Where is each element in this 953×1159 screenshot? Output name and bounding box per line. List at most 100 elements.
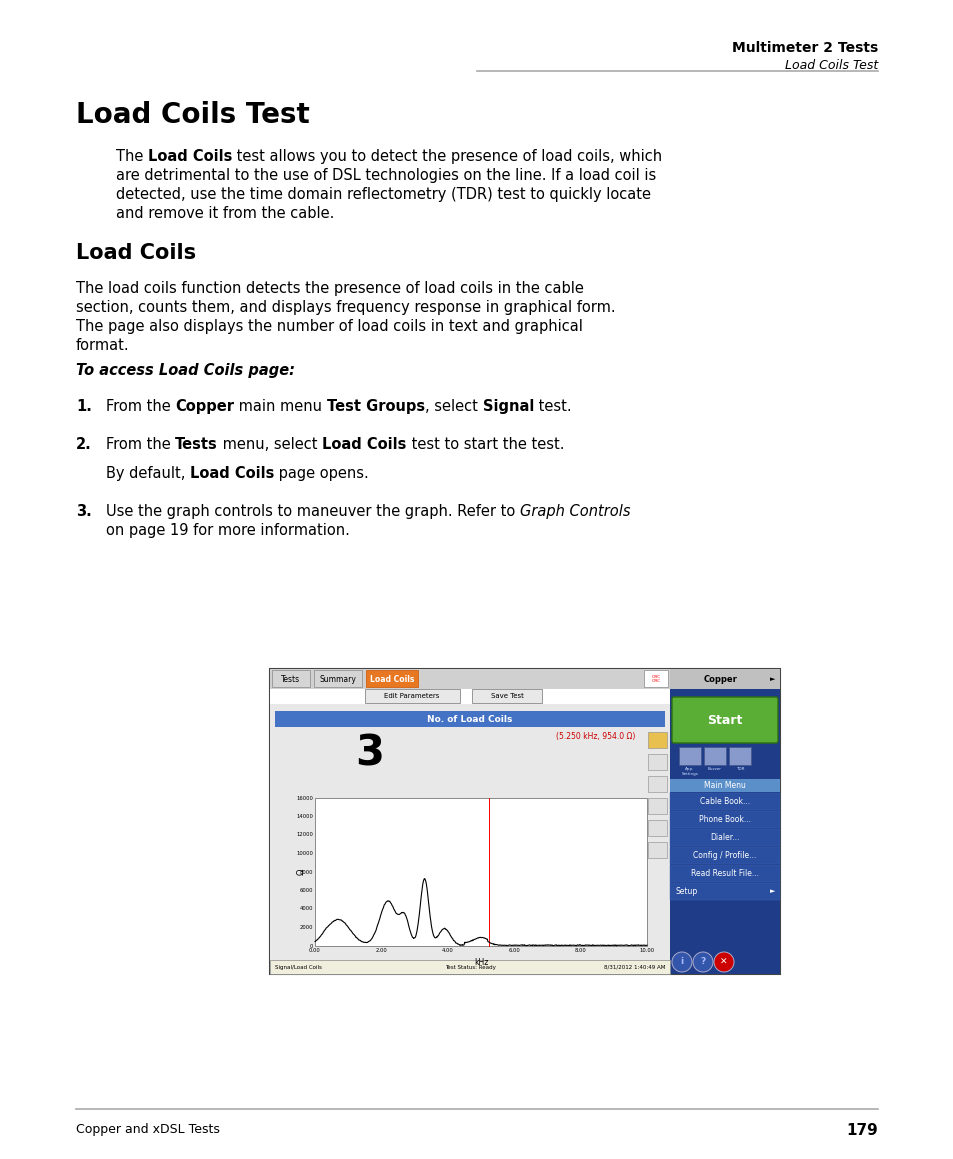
Bar [647, 821, 666, 836]
Text: Buzzer: Buzzer [707, 767, 721, 771]
Text: on page 19 for more information.: on page 19 for more information. [106, 523, 350, 538]
Bar [669, 669, 780, 974]
Text: Copper: Copper [703, 675, 738, 684]
Bar [647, 841, 666, 858]
Bar [314, 670, 361, 687]
Text: Load Coils: Load Coils [370, 675, 414, 684]
Text: 12000: 12000 [295, 832, 313, 838]
Text: 3: 3 [355, 732, 384, 774]
Text: Copper: Copper [175, 399, 234, 414]
Bar [647, 799, 666, 814]
Bar [669, 793, 780, 810]
Text: test.: test. [534, 399, 571, 414]
Text: No. of Load Coils: No. of Load Coils [427, 714, 512, 723]
Text: Test Groups: Test Groups [327, 399, 425, 414]
Bar [314, 799, 646, 946]
Bar [669, 779, 780, 792]
Text: Tests: Tests [175, 437, 218, 452]
Bar [679, 748, 700, 765]
Text: and remove it from the cable.: and remove it from the cable. [116, 206, 334, 221]
Text: page opens.: page opens. [274, 466, 369, 481]
Bar [366, 670, 417, 687]
Text: 179: 179 [845, 1123, 877, 1138]
Text: Start: Start [706, 714, 741, 727]
Text: Ω: Ω [296, 869, 305, 875]
Text: ►: ► [769, 676, 774, 681]
Text: ✕: ✕ [720, 957, 727, 967]
Text: i: i [679, 957, 683, 967]
Text: (5.250 kHz, 954.0 Ω): (5.250 kHz, 954.0 Ω) [555, 732, 635, 741]
Text: 8/31/2012 1:40:49 AM: 8/31/2012 1:40:49 AM [603, 964, 664, 969]
Bar [643, 670, 667, 687]
Text: From the: From the [106, 399, 175, 414]
Text: ?: ? [700, 957, 705, 967]
Text: 8.00: 8.00 [574, 948, 586, 953]
Circle shape [671, 952, 691, 972]
Text: 3.: 3. [76, 504, 91, 519]
Text: The page also displays the number of load coils in text and graphical: The page also displays the number of loa… [76, 319, 582, 334]
Text: format.: format. [76, 338, 130, 353]
Text: 6000: 6000 [299, 888, 313, 892]
Text: Multimeter 2 Tests: Multimeter 2 Tests [731, 41, 877, 54]
Bar [272, 670, 310, 687]
FancyBboxPatch shape [671, 697, 778, 743]
Text: Graph Controls: Graph Controls [519, 504, 630, 519]
Bar [270, 960, 669, 974]
Circle shape [713, 952, 733, 972]
Bar [728, 748, 750, 765]
Text: The load coils function detects the presence of load coils in the cable: The load coils function detects the pres… [76, 280, 583, 296]
Text: By default,: By default, [106, 466, 190, 481]
Text: section, counts them, and displays frequency response in graphical form.: section, counts them, and displays frequ… [76, 300, 615, 315]
Text: To access Load Coils page:: To access Load Coils page: [76, 363, 294, 378]
Text: Load Coils: Load Coils [76, 243, 196, 263]
Bar [472, 688, 541, 704]
Text: Copper and xDSL Tests: Copper and xDSL Tests [76, 1123, 219, 1136]
Text: 2.: 2. [76, 437, 91, 452]
Text: Summary: Summary [319, 675, 356, 684]
Text: 10.00: 10.00 [639, 948, 654, 953]
Text: test to start the test.: test to start the test. [406, 437, 563, 452]
Bar [647, 732, 666, 748]
Text: Save Test: Save Test [490, 693, 523, 699]
Text: Use the graph controls to maneuver the graph. Refer to: Use the graph controls to maneuver the g… [106, 504, 519, 519]
Text: 4000: 4000 [299, 906, 313, 911]
Text: 16000: 16000 [295, 795, 313, 801]
Text: ►: ► [769, 889, 774, 895]
Bar [274, 710, 664, 727]
Text: Phone Book...: Phone Book... [699, 815, 750, 824]
Text: Test Status: Ready: Test Status: Ready [444, 964, 495, 969]
Text: menu, select: menu, select [218, 437, 322, 452]
Bar [669, 865, 780, 882]
Bar [270, 669, 780, 974]
Bar [270, 669, 669, 688]
Bar [647, 755, 666, 770]
Text: main menu: main menu [234, 399, 327, 414]
Text: Edit Parameters: Edit Parameters [384, 693, 439, 699]
Text: From the: From the [106, 437, 175, 452]
Text: Load Coils: Load Coils [322, 437, 406, 452]
Text: Cable Book...: Cable Book... [700, 797, 749, 806]
Text: test allows you to detect the presence of load coils, which: test allows you to detect the presence o… [233, 150, 661, 165]
Text: Signal: Signal [482, 399, 534, 414]
Text: 0.00: 0.00 [309, 948, 320, 953]
Text: 14000: 14000 [295, 814, 313, 819]
Text: Load Coils: Load Coils [190, 466, 274, 481]
Text: ORC
ORC: ORC ORC [651, 675, 659, 683]
Text: 8000: 8000 [299, 869, 313, 875]
Text: Dialer...: Dialer... [710, 833, 739, 841]
Text: 0: 0 [310, 943, 313, 948]
Text: TDR: TDR [735, 767, 743, 771]
Bar [669, 883, 780, 901]
Bar [669, 669, 780, 688]
Bar [270, 688, 669, 704]
Text: Read Result File...: Read Result File... [690, 869, 759, 879]
Text: 10000: 10000 [295, 851, 313, 857]
Text: Signal/Load Coils: Signal/Load Coils [274, 964, 321, 969]
Text: Load Coils Test: Load Coils Test [76, 101, 310, 129]
Bar [669, 811, 780, 828]
Text: 2.00: 2.00 [375, 948, 387, 953]
Bar [270, 669, 669, 974]
Circle shape [692, 952, 712, 972]
Text: 1.: 1. [76, 399, 91, 414]
Text: Load Coils Test: Load Coils Test [784, 59, 877, 72]
